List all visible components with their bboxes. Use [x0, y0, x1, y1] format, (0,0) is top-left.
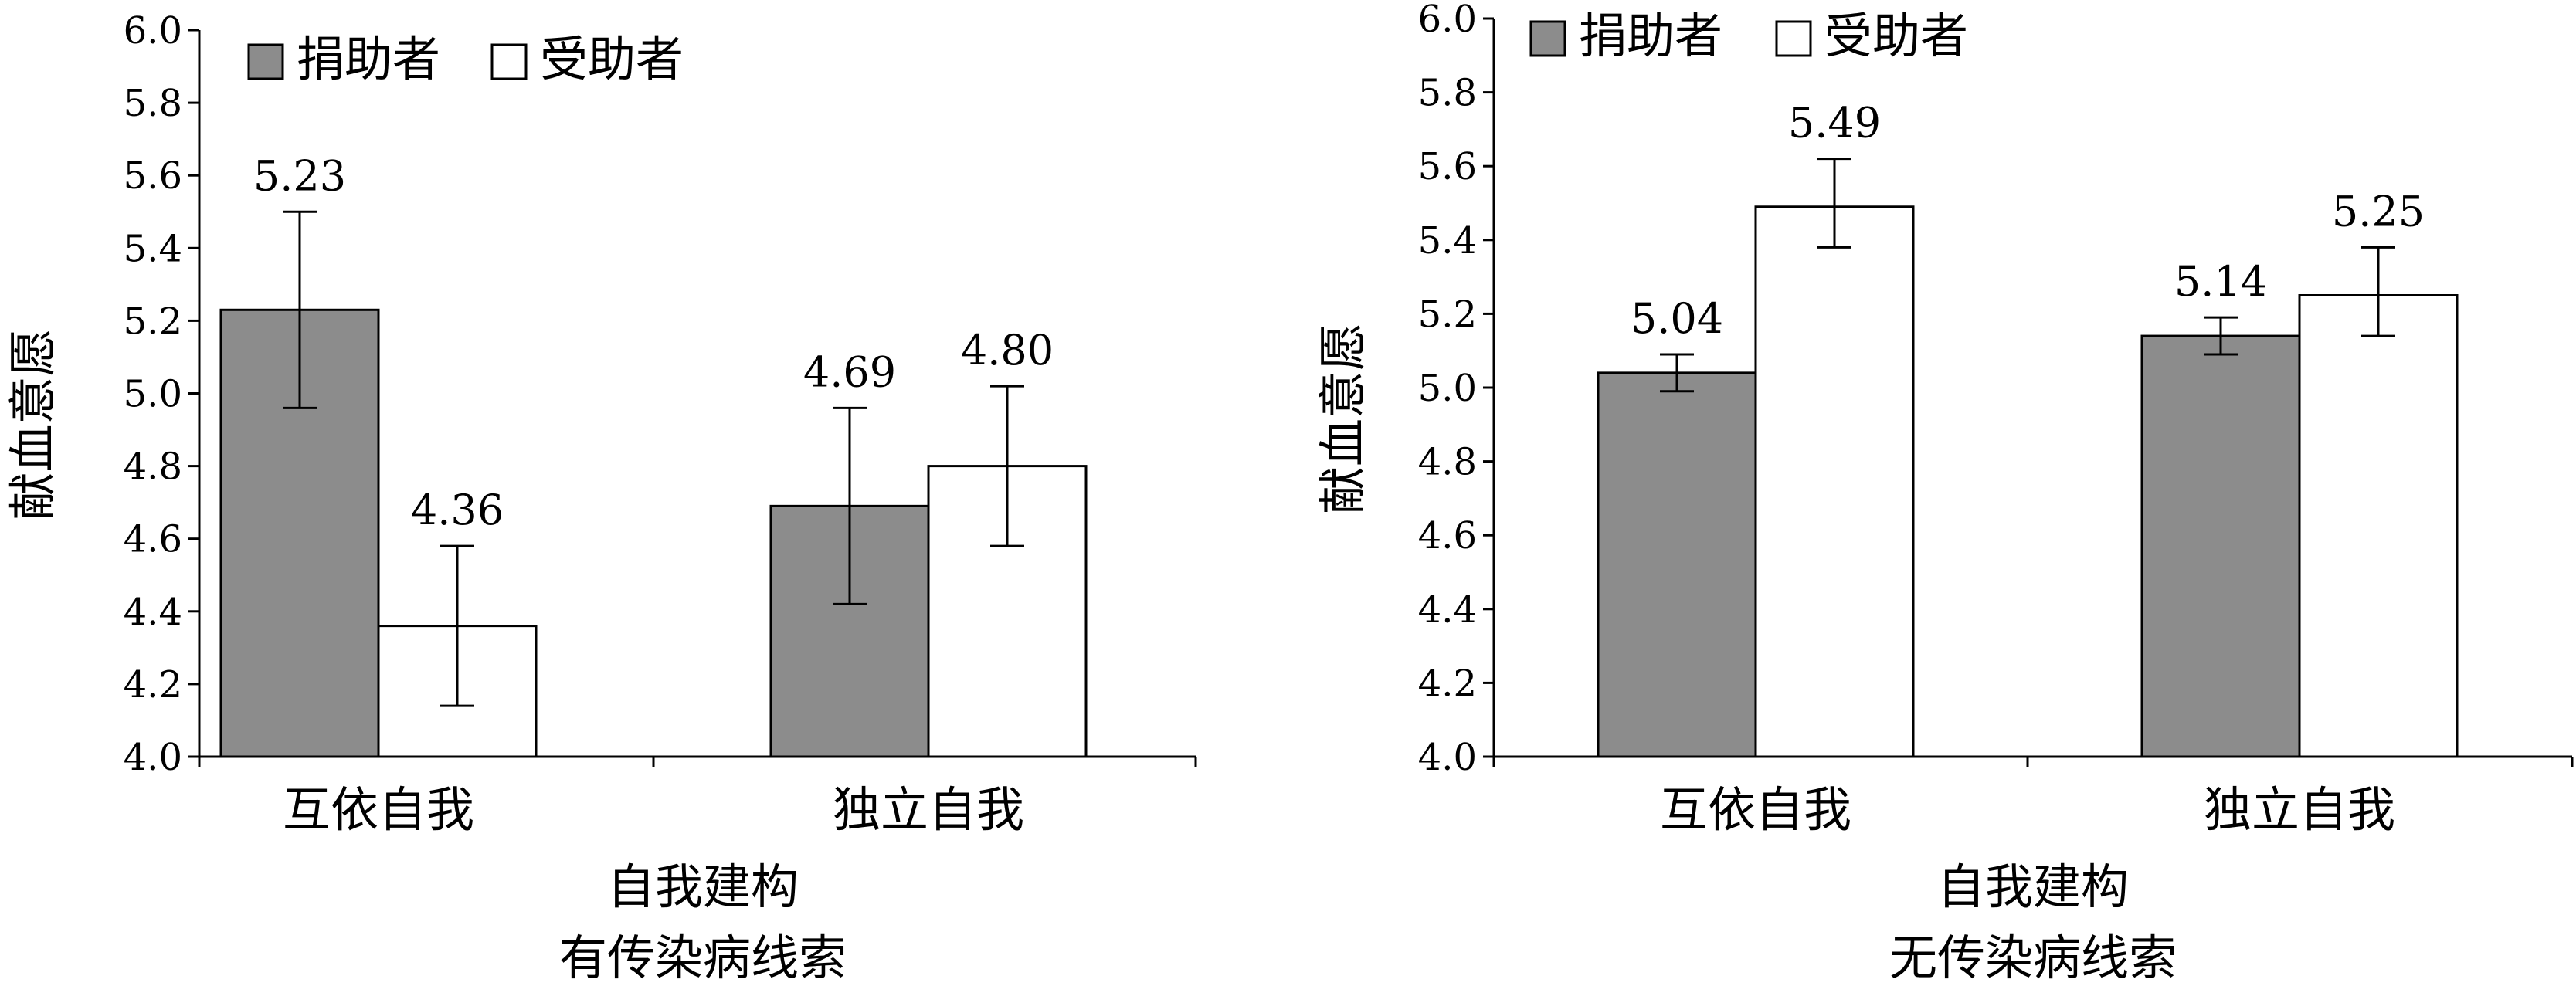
data-label: 5.23: [253, 151, 346, 200]
data-label: 4.69: [803, 347, 896, 396]
y-tick-label: 5.2: [1418, 293, 1477, 336]
error-bar: [1817, 158, 1851, 249]
chart-panel-2: 4.0 4.2 4.4 4.6 4.8 5.0 5.2 5.4 5.6 5.8 6.0 5.04 5.1…: [1315, 0, 2574, 986]
y-tick-label: 5.8: [1418, 72, 1477, 115]
y-tick-label: 4.8: [1418, 441, 1477, 484]
y-tick-label: 5.6: [1418, 145, 1477, 188]
panel-subtitle: 有传染病线索: [559, 930, 847, 986]
y-tick-label: 4.6: [1418, 514, 1477, 557]
y-axis-title: 献血意愿: [1315, 323, 1371, 514]
x-axis-title: 自我建构: [607, 859, 799, 915]
data-label: 5.14: [2174, 257, 2267, 306]
category-label: 互依自我: [1660, 781, 1851, 838]
y-tick-label: 4.6: [124, 518, 182, 561]
y-tick-label: 5.2: [124, 300, 182, 343]
panel-subtitle: 无传染病线索: [1889, 930, 2177, 986]
error-bar: [2361, 246, 2395, 337]
bar-donor-1: [1597, 371, 1757, 758]
data-label: 4.80: [961, 326, 1054, 374]
data-label: 5.25: [2332, 187, 2425, 235]
y-tick-label: 4.0: [1418, 736, 1477, 779]
y-tick-label: 4.2: [124, 663, 182, 706]
bar-recipient-2: [2298, 294, 2459, 758]
legend-swatch: [1775, 20, 1812, 57]
y-tick-label: 5.0: [1418, 367, 1477, 410]
error-bar: [833, 406, 867, 605]
y-tick-label: 5.4: [1418, 219, 1477, 263]
legend: 捐助者 受助者: [247, 31, 684, 87]
y-tick-label: 5.4: [124, 227, 182, 270]
category-label: 独立自我: [2204, 781, 2395, 838]
y-tick-label: 4.0: [124, 736, 182, 779]
legend-label: 受助者: [1824, 8, 1968, 64]
bar-recipient-1: [1754, 205, 1915, 758]
category-label: 独立自我: [833, 781, 1024, 838]
error-bar: [990, 385, 1024, 547]
legend-label: 受助者: [540, 31, 684, 87]
legend-label: 捐助者: [297, 31, 440, 87]
error-bar: [283, 210, 317, 409]
legend-label: 捐助者: [1579, 8, 1722, 64]
data-label: 4.36: [411, 486, 504, 534]
data-label: 5.49: [1788, 99, 1881, 147]
legend-swatch: [490, 43, 528, 80]
y-tick-label: 4.8: [124, 446, 182, 489]
legend-swatch: [1529, 20, 1566, 57]
x-axis-title: 自我建构: [1937, 859, 2129, 915]
y-tick-label: 4.2: [1418, 662, 1477, 705]
legend-swatch: [247, 43, 284, 80]
error-bar: [440, 544, 474, 707]
y-tick-label: 5.0: [124, 373, 182, 416]
y-tick-label: 5.6: [124, 154, 182, 198]
legend: 捐助者 受助者: [1529, 8, 1968, 64]
y-axis-title: 献血意愿: [5, 328, 61, 520]
error-bar: [1660, 353, 1694, 393]
chart-panel-1: 4.0 4.2 4.4 4.6 4.8 5.0 5.2 5.4 5.6 5.8 6.0 5.23 4.6…: [5, 9, 1197, 986]
bar-donor-2: [2140, 334, 2301, 758]
y-tick-label: 4.4: [1418, 588, 1477, 632]
category-label: 互依自我: [283, 781, 474, 838]
y-tick-label: 4.4: [124, 591, 182, 634]
error-bar: [2204, 316, 2238, 356]
y-tick-label: 5.8: [124, 82, 182, 125]
data-label: 5.04: [1631, 294, 1723, 343]
y-tick-label: 6.0: [1418, 0, 1477, 41]
y-tick-label: 6.0: [124, 9, 182, 53]
